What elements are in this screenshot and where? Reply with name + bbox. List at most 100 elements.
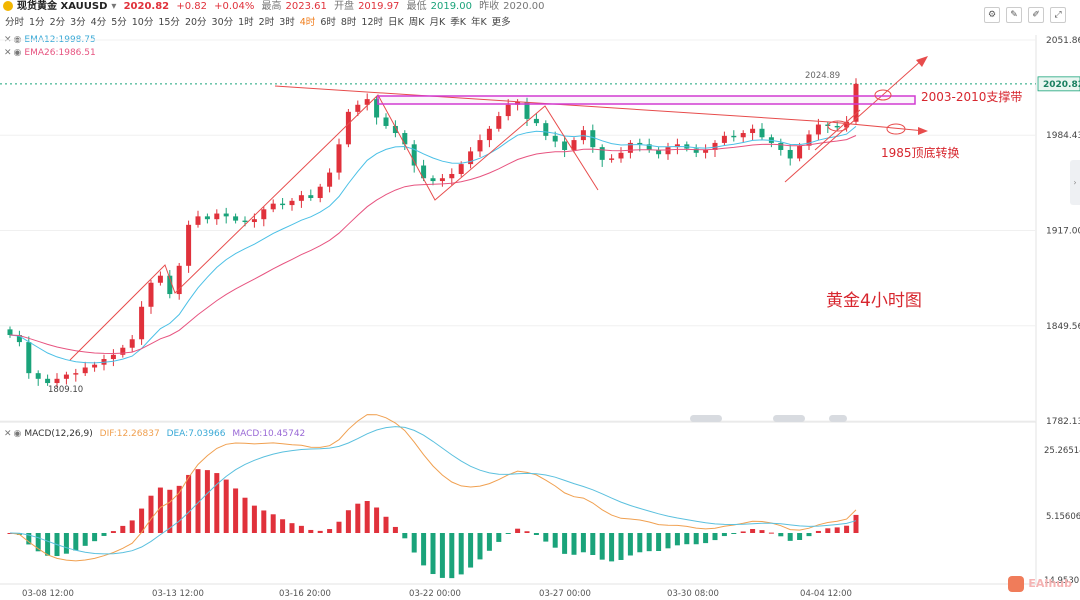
gold-coin-icon [3, 1, 13, 11]
ascending-trendline [784, 59, 923, 183]
time-tick-label: 04-04 12:00 [800, 589, 852, 599]
flip-annotation: 1985顶底转换 [881, 145, 960, 160]
timeframe-1[interactable]: 1分 [29, 17, 45, 28]
candle-body [524, 101, 530, 119]
timeframe-18[interactable]: 周K [408, 17, 425, 28]
timeframe-20[interactable]: 季K [450, 17, 466, 28]
macd-bar [411, 533, 417, 553]
eye-icon[interactable]: ◉ [13, 48, 22, 58]
macd-bar [618, 533, 624, 560]
candle-body [552, 135, 558, 142]
candle-body [120, 347, 126, 355]
low-value: 2019.00 [430, 1, 472, 12]
candle-body [392, 125, 398, 134]
last-price-badge [1037, 76, 1080, 92]
arrow-head [916, 56, 928, 67]
support-circle [874, 89, 892, 101]
quote-header: 现货黄金 XAUUSD ▾ 2020.82 +0.82 +0.04% 最高 2023… [0, 0, 1080, 14]
last-price: 2020.82 [123, 1, 170, 12]
close-icon[interactable]: ✕ [4, 429, 12, 439]
candle-body [308, 195, 314, 199]
candle-body [674, 144, 680, 148]
dif-line [9, 414, 857, 562]
candle-body [270, 203, 276, 210]
timeframe-15[interactable]: 8时 [340, 17, 357, 28]
candle-body [345, 111, 351, 145]
timeframe-22[interactable]: 更多 [491, 17, 511, 28]
time-tick-label: 03-27 00:00 [539, 589, 591, 599]
timeframe-0[interactable]: 分时 [5, 17, 25, 28]
watermark-text: EAIhub [1028, 577, 1072, 590]
candle-body [129, 339, 135, 348]
candle-body [73, 373, 79, 375]
timeframe-8[interactable]: 20分 [184, 17, 207, 28]
timeframe-5[interactable]: 5分 [111, 17, 127, 28]
settings-icon[interactable]: ⚙ [984, 7, 1000, 23]
timeframe-21[interactable]: 年K [470, 17, 487, 28]
timeframe-13[interactable]: 4时 [299, 17, 316, 28]
macd-bar [637, 533, 643, 553]
timeframe-3[interactable]: 3分 [70, 17, 86, 28]
macd-bar [684, 533, 690, 545]
candle-body [571, 140, 577, 150]
eye-icon[interactable]: ◉ [13, 429, 22, 439]
candle-body [562, 141, 568, 150]
candle-body [665, 147, 671, 155]
macd-bar [477, 533, 483, 560]
macd-bar [110, 531, 116, 533]
candle-body [251, 219, 257, 223]
open-label: 开盘 [334, 1, 355, 12]
last-price-label: 2020.82 [1043, 80, 1080, 90]
timeframe-6[interactable]: 10分 [131, 17, 154, 28]
timeframe-7[interactable]: 15分 [158, 17, 180, 28]
symbol-dropdown-icon[interactable]: ▾ [111, 1, 117, 12]
timeframe-16[interactable]: 12时 [361, 17, 383, 28]
candle-body [233, 216, 239, 221]
macd-bar [336, 521, 342, 533]
pen-icon[interactable]: ✐ [1028, 7, 1044, 23]
timeframe-14[interactable]: 6时 [320, 17, 336, 28]
macd-bar [524, 531, 530, 533]
macd-bar [82, 533, 88, 546]
dea-value: DEA:7.03966 [166, 429, 226, 439]
candle-body [797, 145, 803, 159]
expand-icon[interactable]: ⤢ [1050, 7, 1066, 23]
macd-bar [627, 533, 633, 556]
macd-bar [364, 501, 370, 533]
macd-bar [486, 533, 492, 551]
time-tick-label: 03-22 00:00 [409, 589, 461, 599]
side-panel-toggle[interactable]: › [1070, 160, 1080, 205]
close-icon[interactable]: ✕ [4, 48, 12, 58]
timeframe-19[interactable]: 月K [429, 17, 446, 28]
timeframe-11[interactable]: 2时 [258, 17, 275, 28]
candle-body [449, 173, 455, 179]
candle-body [468, 151, 474, 165]
macd-bar [449, 533, 455, 579]
time-tick-label: 03-08 12:00 [22, 589, 74, 599]
timeframe-17[interactable]: 日K [388, 17, 404, 28]
macd-legend: ✕ ◉ MACD(12,26,9) DIF:12.26837 DEA:7.03966… [4, 428, 305, 440]
timeframe-10[interactable]: 1时 [238, 17, 254, 28]
timeframe-9[interactable]: 30分 [211, 17, 234, 28]
arrow-head [918, 127, 928, 135]
timeframe-2[interactable]: 2分 [49, 17, 66, 28]
timeframe-bar: 分时 1分 2分 3分 4分 5分 10分 15分 20分 30分 1时 2时 3时 4时 6时 8时 12时日… [0, 15, 511, 31]
macd-bar [693, 533, 699, 545]
timeframe-4[interactable]: 4分 [90, 17, 107, 28]
candle-body [148, 282, 154, 307]
macd-bar [844, 525, 850, 533]
timeframe-12[interactable]: 3时 [279, 17, 295, 28]
edit-icon[interactable]: ✎ [1006, 7, 1022, 23]
symbol-name[interactable]: 现货黄金 XAUUSD [17, 1, 108, 12]
candle-body [402, 133, 408, 145]
macd-bar [308, 529, 314, 533]
macd-bar [289, 523, 295, 533]
macd-bar [223, 479, 229, 533]
candle-body [92, 364, 98, 368]
macd-title: MACD(12,26,9) [24, 429, 93, 439]
macd-bar [129, 520, 135, 533]
flip-circle [886, 123, 906, 135]
macd-bar [815, 530, 821, 533]
high-value: 2023.61 [285, 1, 327, 12]
